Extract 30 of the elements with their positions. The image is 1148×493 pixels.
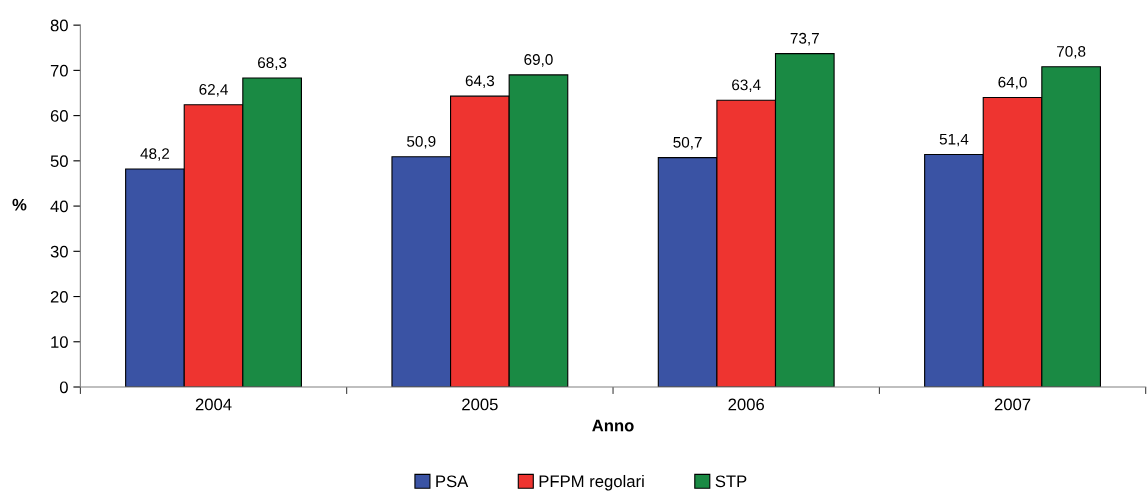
y-tick-label: 30 — [50, 245, 68, 258]
y-tick-label: 80 — [50, 19, 68, 32]
data-label: 73,7 — [790, 32, 819, 46]
y-axis-title: % — [12, 198, 27, 211]
data-label: 50,9 — [407, 135, 436, 149]
data-label: 64,3 — [465, 75, 495, 88]
data-label: 69,0 — [524, 54, 553, 67]
y-tick-label: 20 — [50, 290, 68, 303]
data-label: 63,4 — [732, 79, 761, 93]
x-tick-label: 2006 — [728, 398, 765, 411]
legend-label: STP — [715, 475, 747, 488]
data-label: 64,0 — [998, 76, 1027, 90]
y-tick-label: 70 — [50, 64, 68, 77]
legend-label: PSA — [436, 475, 469, 488]
data-label: 62,4 — [199, 83, 228, 97]
data-label: 68,3 — [258, 57, 287, 70]
legend-label: PFPM regolari — [539, 474, 644, 491]
x-tick-label: 2007 — [994, 398, 1031, 411]
data-label: 48,2 — [140, 148, 170, 161]
x-tick-label: 2005 — [462, 398, 498, 411]
data-label: 50,7 — [673, 136, 702, 150]
y-tick-label: 10 — [51, 336, 68, 348]
x-axis-title: Anno — [592, 419, 634, 432]
x-tick-label: 2004 — [195, 398, 232, 411]
data-label: 51,4 — [939, 133, 969, 147]
data-label: 70,8 — [1057, 45, 1086, 59]
y-tick-label: 50 — [50, 155, 68, 168]
y-tick-label: 40 — [50, 200, 68, 213]
y-tick-label: 0 — [59, 381, 68, 394]
y-tick-label: 60 — [50, 110, 68, 122]
